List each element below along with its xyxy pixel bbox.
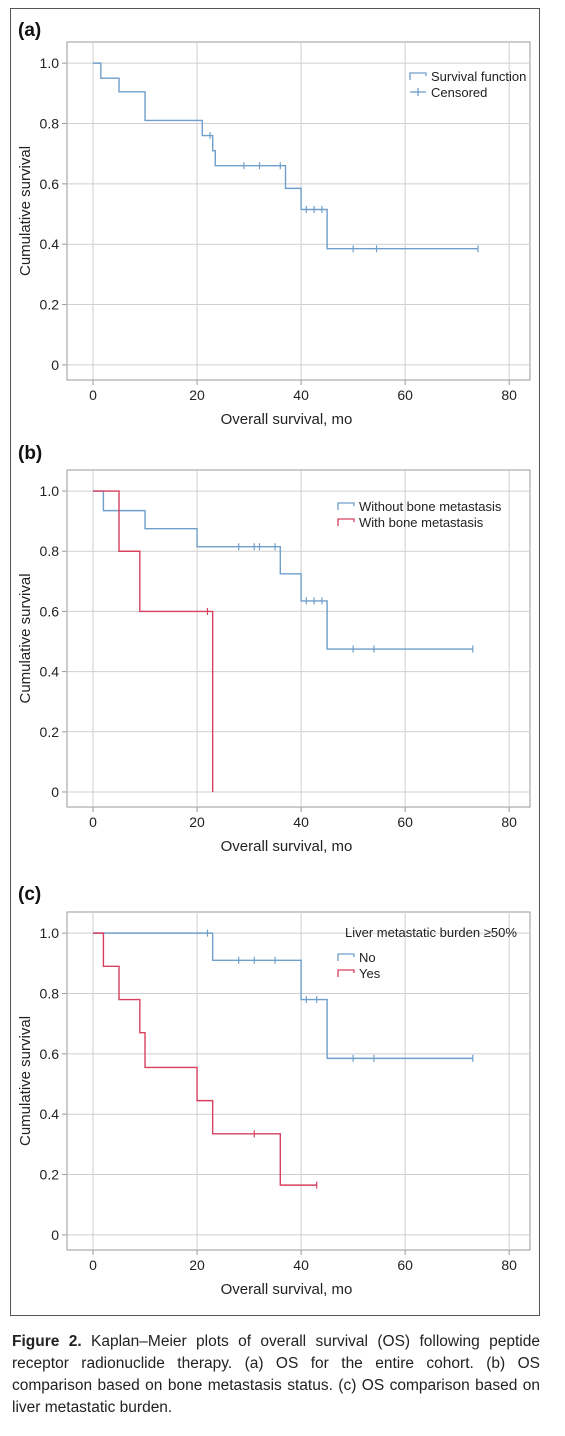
chart-panel-2: (b) 0 20 40 60 80 0 0.2 0.4 0.6 0.8 1.0 Overall surv…: [17, 443, 531, 855]
y-tick-label: 1.0: [40, 483, 60, 499]
km-curve-series-2: [93, 490, 214, 792]
y-tick-label: 0: [51, 357, 59, 373]
y-tick-label: 0.8: [40, 985, 60, 1001]
y-tick-label: 0.2: [40, 297, 60, 313]
x-axis-title: Overall survival, mo: [221, 1281, 353, 1298]
km-curve-series-2: [93, 932, 317, 1186]
x-axis-title: Overall survival, mo: [221, 411, 353, 428]
figure-frame: [10, 8, 540, 1316]
figure-caption: Figure 2. Kaplan–Meier plots of overall …: [12, 1331, 540, 1419]
km-curve-series-1: [93, 932, 473, 1060]
x-tick-label: 20: [189, 814, 205, 830]
legend-title: Liver metastatic burden ≥50%: [345, 925, 517, 940]
panel-label: (a): [18, 20, 41, 41]
y-tick-label: 0.6: [40, 1046, 60, 1062]
y-tick-label: 0: [51, 784, 59, 800]
x-tick-label: 0: [89, 814, 97, 830]
y-tick-label: 0.4: [40, 1106, 60, 1122]
y-tick-label: 1.0: [40, 55, 60, 71]
km-curve-series-1: [93, 62, 478, 250]
caption-label: Figure 2.: [12, 1333, 82, 1350]
legend-swatch: [409, 72, 427, 80]
y-tick-label: 0.8: [40, 543, 60, 559]
x-tick-label: 60: [397, 1257, 413, 1273]
figure-charts: (a) 0 20 40 60 80 0 0.2 0.4 0.6 0.8 1.0 Overall surv…: [17, 20, 531, 1298]
legend-swatch: [337, 518, 355, 526]
y-axis-title: Cumulative survival: [17, 146, 34, 276]
y-tick-label: 0.2: [40, 724, 60, 740]
plot-area: [66, 911, 531, 1251]
x-tick-label: 80: [501, 814, 517, 830]
legend-swatch: [337, 969, 355, 977]
y-tick-label: 0.4: [40, 664, 60, 680]
x-tick-label: 40: [293, 387, 309, 403]
x-tick-label: 0: [89, 1257, 97, 1273]
y-tick-label: 1.0: [40, 925, 60, 941]
legend-entry: Censored: [431, 85, 487, 100]
x-tick-label: 20: [189, 387, 205, 403]
y-tick-label: 0.4: [40, 236, 60, 252]
legend-entry: Survival function: [431, 69, 526, 84]
plot-area: [66, 469, 531, 808]
x-tick-label: 60: [397, 814, 413, 830]
x-tick-label: 20: [189, 1257, 205, 1273]
x-axis-title: Overall survival, mo: [221, 838, 353, 855]
legend-entry: No: [359, 950, 376, 965]
y-tick-label: 0.8: [40, 115, 60, 131]
chart-panel-1: (a) 0 20 40 60 80 0 0.2 0.4 0.6 0.8 1.0 Overall surv…: [17, 20, 531, 428]
legend-swatch: [337, 953, 355, 961]
plot-area: [66, 41, 531, 381]
y-tick-label: 0: [51, 1227, 59, 1243]
chart-panel-3: (c) 0 20 40 60 80 0 0.2 0.4 0.6 0.8 1.0 Overall surv…: [17, 884, 531, 1298]
panel-label: (b): [18, 443, 42, 464]
x-tick-label: 60: [397, 387, 413, 403]
legend-swatch: [337, 502, 355, 510]
panel-label: (c): [18, 884, 41, 905]
x-tick-label: 40: [293, 814, 309, 830]
y-axis-title: Cumulative survival: [17, 573, 34, 703]
x-tick-label: 80: [501, 387, 517, 403]
x-tick-label: 80: [501, 1257, 517, 1273]
x-tick-label: 0: [89, 387, 97, 403]
legend-entry: Yes: [359, 966, 381, 981]
x-tick-label: 40: [293, 1257, 309, 1273]
y-axis-title: Cumulative survival: [17, 1016, 34, 1146]
legend-entry: With bone metastasis: [359, 515, 484, 530]
y-tick-label: 0.6: [40, 603, 60, 619]
y-tick-label: 0.2: [40, 1167, 60, 1183]
y-tick-label: 0.6: [40, 176, 60, 192]
legend-entry: Without bone metastasis: [359, 499, 502, 514]
caption-text: Kaplan–Meier plots of overall survival (…: [12, 1333, 540, 1416]
